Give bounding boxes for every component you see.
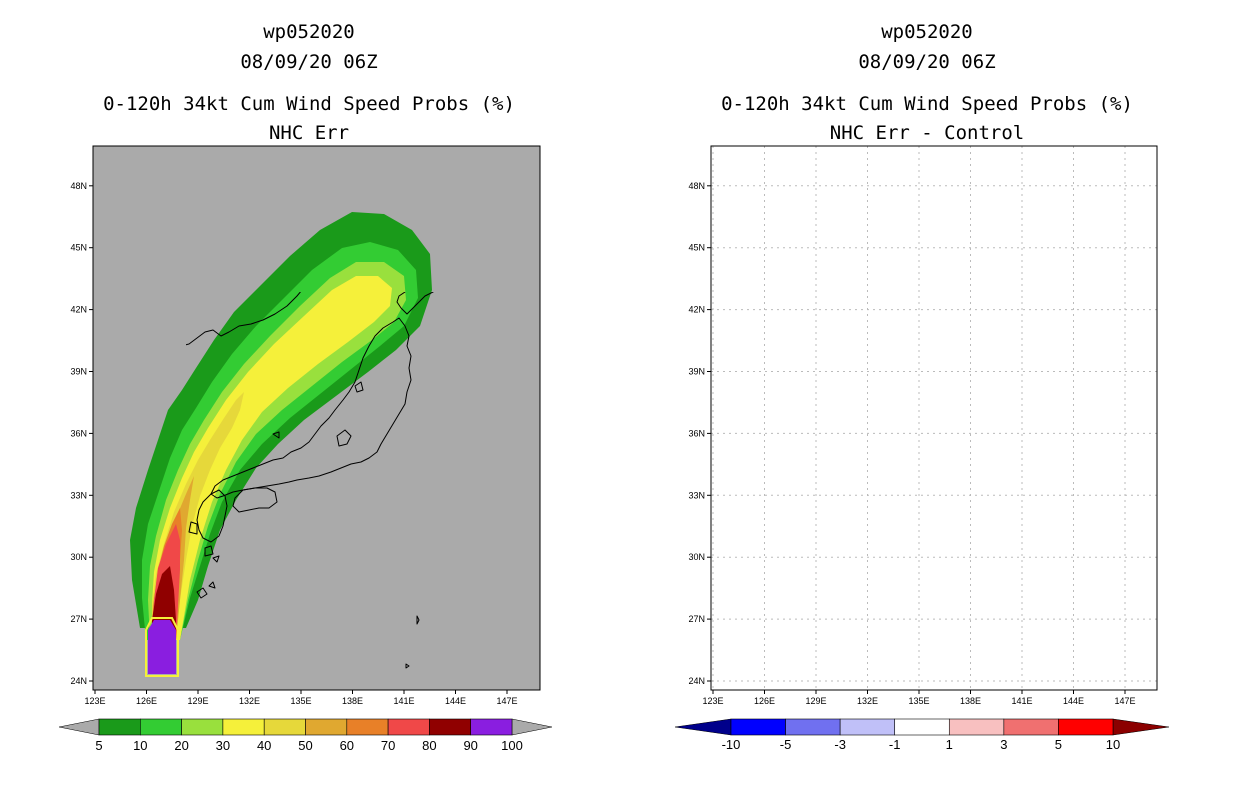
lat-tick-label: 27N [688, 614, 705, 624]
colorbar-swatch [1003, 718, 1059, 736]
colorbar-swatch [181, 718, 224, 736]
lat-tick-label: 33N [688, 490, 705, 500]
right-axis-ticks: 123E 126E 129E 132E 135E 138E 141E 144E 147E 24N 2… [688, 181, 1135, 706]
colorbar-swatch [346, 718, 389, 736]
right-title-subtitle: NHC Err - Control [830, 122, 1024, 144]
lon-tick-label: 144E [1063, 696, 1084, 706]
right-map-background [711, 146, 1157, 690]
lat-tick-label: 36N [688, 428, 705, 438]
colorbar-swatch [785, 718, 841, 736]
lat-tick-label: 24N [688, 676, 705, 686]
colorbar-label: 70 [381, 738, 395, 753]
left-title-storm: wp052020 [263, 21, 355, 43]
lon-tick-label: 132E [239, 696, 260, 706]
colorbar-swatch [387, 718, 430, 736]
right-gridlines [711, 146, 1157, 690]
colorbar-end-triangle-high [511, 718, 553, 736]
lon-tick-label: 135E [908, 696, 929, 706]
colorbar-label: 100 [501, 738, 523, 753]
lon-tick-label: 132E [857, 696, 878, 706]
lon-tick-label: 141E [1011, 696, 1032, 706]
lon-tick-label: 123E [702, 696, 723, 706]
colorbar-label: 20 [174, 738, 188, 753]
lat-tick-label: 48N [688, 181, 705, 191]
colorbar-swatch [263, 718, 306, 736]
lon-tick-label: 141E [393, 696, 414, 706]
left-axis-ticks: 123E 126E 129E 132E 135E 138E 141E 144E 147E 24N 2… [70, 181, 517, 706]
colorbar-label: 5 [1055, 737, 1062, 752]
colorbar-label: 60 [340, 738, 354, 753]
colorbar-swatch [730, 718, 786, 736]
colorbar-label: -1 [889, 737, 901, 752]
lat-tick-label: 45N [688, 243, 705, 253]
colorbar-label: -3 [834, 737, 846, 752]
right-title-storm: wp052020 [881, 21, 973, 43]
left-title-product: 0-120h 34kt Cum Wind Speed Probs (%) [103, 93, 515, 115]
colorbar-swatch [140, 718, 182, 736]
lon-tick-label: 138E [960, 696, 981, 706]
left-panel: wp052020 08/09/20 06Z 0-120h 34kt Cum Wi… [58, 21, 553, 753]
colorbar-swatch [429, 718, 471, 736]
colorbar-swatch [948, 718, 1005, 736]
colorbar-label: 3 [1000, 737, 1007, 752]
lat-tick-label: 42N [70, 305, 87, 315]
colorbar-swatch [98, 718, 141, 736]
colorbar-label: 80 [422, 738, 436, 753]
lon-tick-label: 147E [496, 696, 517, 706]
lon-tick-label: 126E [136, 696, 157, 706]
colorbar-label: 50 [298, 738, 312, 753]
colorbar-label: 1 [946, 737, 953, 752]
colorbar-label: 30 [216, 738, 230, 753]
colorbar-end-triangle-high [1112, 718, 1170, 736]
lon-tick-label: 126E [754, 696, 775, 706]
colorbar-label: 10 [1106, 737, 1120, 752]
lon-tick-label: 129E [805, 696, 826, 706]
lon-tick-label: 135E [290, 696, 311, 706]
lon-tick-label: 147E [1114, 696, 1135, 706]
colorbar-swatch [305, 718, 348, 736]
colorbar-label: 90 [463, 738, 477, 753]
lon-tick-label: 138E [342, 696, 363, 706]
lat-tick-label: 48N [70, 181, 87, 191]
lon-tick-label: 123E [84, 696, 105, 706]
colorbar-swatch [470, 718, 513, 736]
lat-tick-label: 30N [688, 552, 705, 562]
colorbar-label: 10 [133, 738, 147, 753]
lat-tick-label: 45N [70, 243, 87, 253]
lat-tick-label: 39N [688, 367, 705, 377]
lat-tick-label: 42N [688, 305, 705, 315]
lat-tick-label: 36N [70, 428, 87, 438]
lat-tick-label: 33N [70, 490, 87, 500]
colorbar-swatch [839, 718, 896, 736]
colorbar-end-triangle-low [674, 718, 732, 736]
lat-tick-label: 39N [70, 367, 87, 377]
right-panel: wp052020 08/09/20 06Z 0-120h 34kt Cum Wi… [674, 21, 1170, 752]
left-probability-field [130, 212, 432, 677]
lat-tick-label: 27N [70, 614, 87, 624]
colorbar-label: -5 [780, 737, 792, 752]
colorbar-label: 5 [95, 738, 102, 753]
colorbar-label: -10 [722, 737, 741, 752]
right-title-product: 0-120h 34kt Cum Wind Speed Probs (%) [721, 93, 1133, 115]
lon-tick-label: 144E [445, 696, 466, 706]
lat-tick-label: 30N [70, 552, 87, 562]
left-title-subtitle: NHC Err [269, 122, 349, 144]
left-title-date: 08/09/20 06Z [240, 51, 377, 73]
left-colorbar: 5 10 20 30 40 50 60 70 80 90 100 [58, 718, 553, 753]
colorbar-end-triangle-low [58, 718, 100, 736]
right-title-date: 08/09/20 06Z [858, 51, 995, 73]
lat-tick-label: 24N [70, 676, 87, 686]
right-colorbar: -10 -5 -3 -1 1 3 5 10 [674, 718, 1170, 752]
colorbar-label: 40 [257, 738, 271, 753]
right-map-frame [710, 145, 1158, 691]
left-map-frame [92, 145, 541, 691]
colorbar-swatch [894, 718, 950, 736]
lon-tick-label: 129E [187, 696, 208, 706]
colorbar-swatch [1058, 718, 1114, 736]
colorbar-swatch [222, 718, 265, 736]
